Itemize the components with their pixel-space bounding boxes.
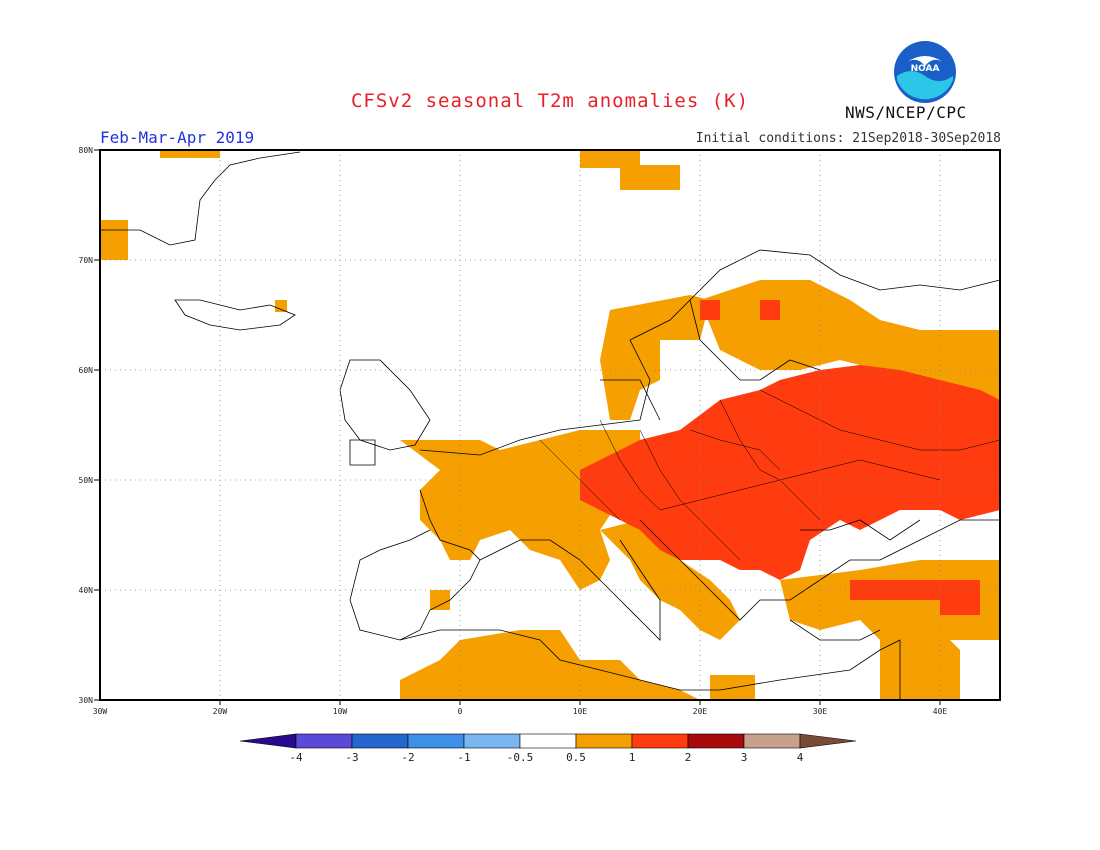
colorbar-label: -4	[289, 751, 303, 764]
latitude-labels: 80N 70N 60N 50N 40N 30N	[79, 146, 94, 705]
longitude-labels: 30W 20W 10W 0 10E 20E 30E 40E	[93, 707, 948, 716]
lat-ticks	[94, 149, 100, 701]
colorbar-label: 2	[685, 751, 692, 764]
colorbar-segment	[743, 733, 801, 749]
initial-conditions-label: Initial conditions: 21Sep2018-30Sep2018	[695, 131, 1001, 146]
colorbar-label: 1	[629, 751, 636, 764]
map-title: CFSv2 seasonal T2m anomalies (K)	[350, 90, 750, 112]
lon-label: 10E	[573, 707, 588, 716]
colorbar-segment	[631, 733, 689, 749]
lon-ticks	[219, 700, 941, 705]
colorbar-segment	[799, 733, 857, 749]
lat-label: 60N	[79, 366, 94, 375]
lon-label: 10W	[333, 707, 348, 716]
graticule	[100, 150, 1000, 700]
svg-text:NOAA: NOAA	[911, 64, 940, 74]
colorbar: -4 -3 -2 -1 -0.5 0.5 1 2 3 4	[239, 733, 857, 764]
colorbar-label: -0.5	[507, 751, 534, 764]
colorbar-segment	[463, 733, 521, 749]
agency-label: NWS/NCEP/CPC	[845, 103, 967, 122]
colorbar-label: -1	[457, 751, 470, 764]
colorbar-label: -3	[345, 751, 358, 764]
colorbar-segment	[295, 733, 353, 749]
lon-label: 20E	[693, 707, 708, 716]
colorbar-label: -2	[401, 751, 414, 764]
lat-label: 70N	[79, 256, 94, 265]
lon-label: 30E	[813, 707, 828, 716]
lat-label: 80N	[79, 146, 94, 155]
lat-label: 30N	[79, 696, 94, 705]
lon-label: 0	[458, 707, 463, 716]
noaa-logo-icon: NOAA	[894, 41, 956, 103]
map-frame	[99, 149, 1001, 701]
colorbar-segment	[575, 733, 633, 749]
colorbar-label: 3	[741, 751, 748, 764]
colorbar-label: 4	[797, 751, 804, 764]
colorbar-segment	[351, 733, 409, 749]
colorbar-segment	[407, 733, 465, 749]
colorbar-segment	[519, 733, 577, 749]
lon-label: 20W	[213, 707, 228, 716]
colorbar-label: 0.5	[566, 751, 586, 764]
colorbar-segment	[239, 733, 297, 749]
lon-label: 30W	[93, 707, 108, 716]
lon-label: 40E	[933, 707, 948, 716]
country-borders	[539, 389, 1001, 561]
lat-label: 40N	[79, 586, 94, 595]
season-label: Feb-Mar-Apr 2019	[100, 128, 255, 147]
colorbar-segment	[687, 733, 745, 749]
lat-label: 50N	[79, 476, 94, 485]
